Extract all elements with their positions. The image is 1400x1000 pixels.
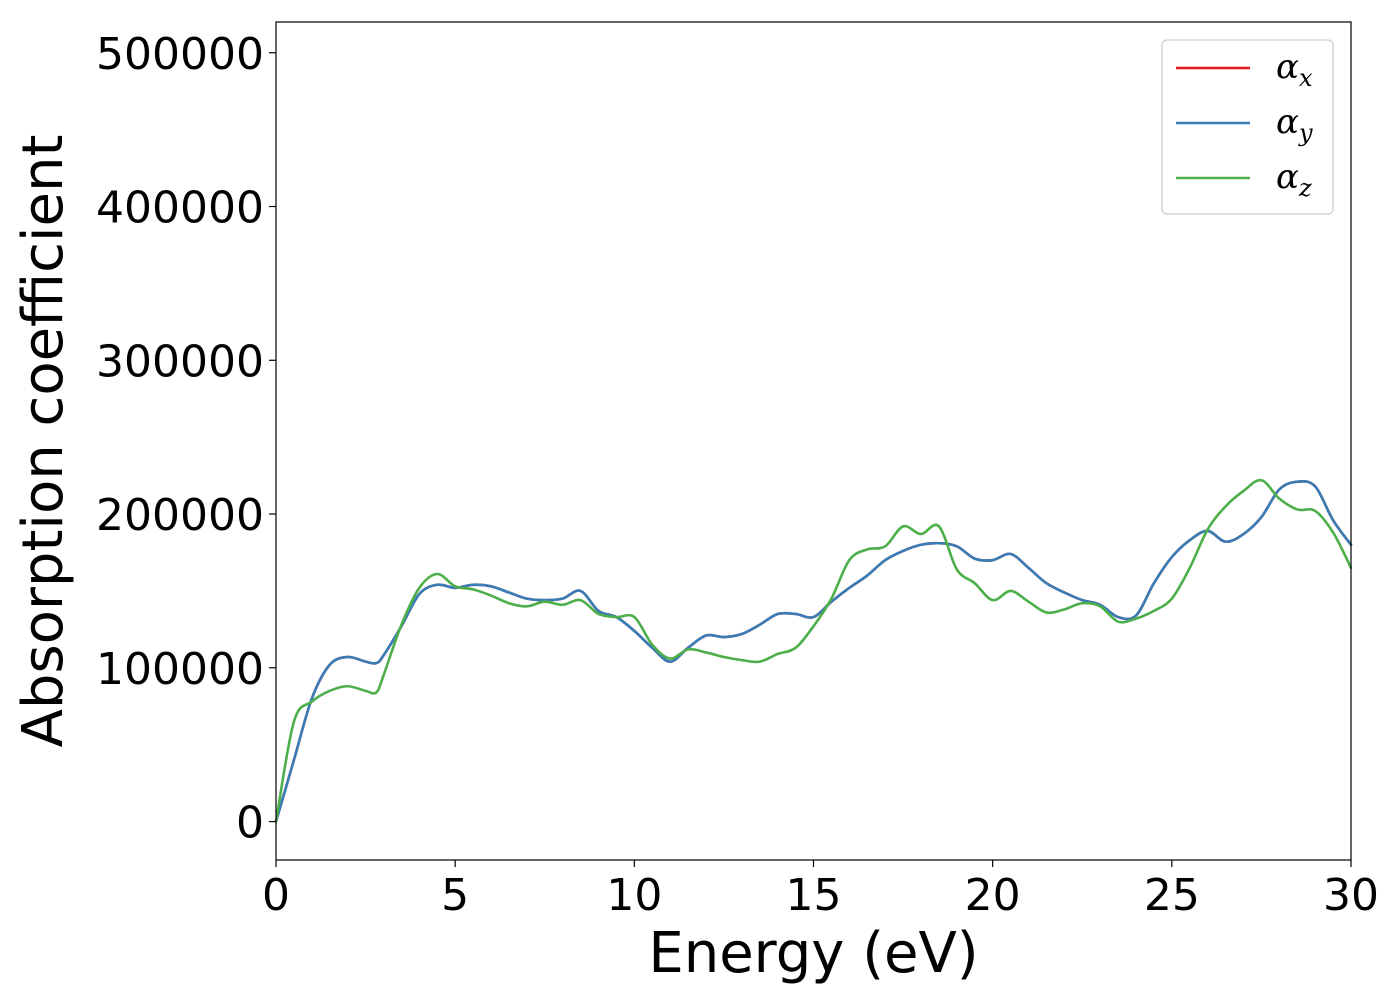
series-line-alpha-z: [274, 478, 1353, 823]
series-line-alpha-x: [274, 479, 1353, 823]
y-axis-label: Absorption coefficient: [11, 135, 76, 748]
legend-label-alpha-z: αz: [1276, 157, 1312, 202]
y-tick-label: 400000: [96, 183, 264, 234]
x-tick-label: 5: [441, 870, 469, 921]
x-tick-label: 10: [606, 870, 662, 921]
ticks-layer: 0 5 10 15 20 25 30 0 100000 200000 300000 400000 500…: [96, 29, 1379, 921]
x-tick-label: 25: [1144, 870, 1200, 921]
y-tick-label: 100000: [96, 644, 264, 695]
y-tick-label: 200000: [96, 490, 264, 541]
y-tick-label: 500000: [96, 29, 264, 80]
y-tick-label: 0: [236, 798, 264, 849]
legend-box: [1161, 39, 1334, 215]
x-axis-label: Energy (eV): [648, 921, 978, 986]
series-line-alpha-y: [274, 479, 1353, 823]
x-tick-label: 15: [786, 870, 842, 921]
y-tick-label: 300000: [96, 336, 264, 387]
series-layer: [274, 478, 1353, 823]
x-tick-label: 20: [965, 870, 1021, 921]
x-tick-label: 30: [1323, 870, 1379, 921]
x-tick-label: 0: [262, 870, 290, 921]
